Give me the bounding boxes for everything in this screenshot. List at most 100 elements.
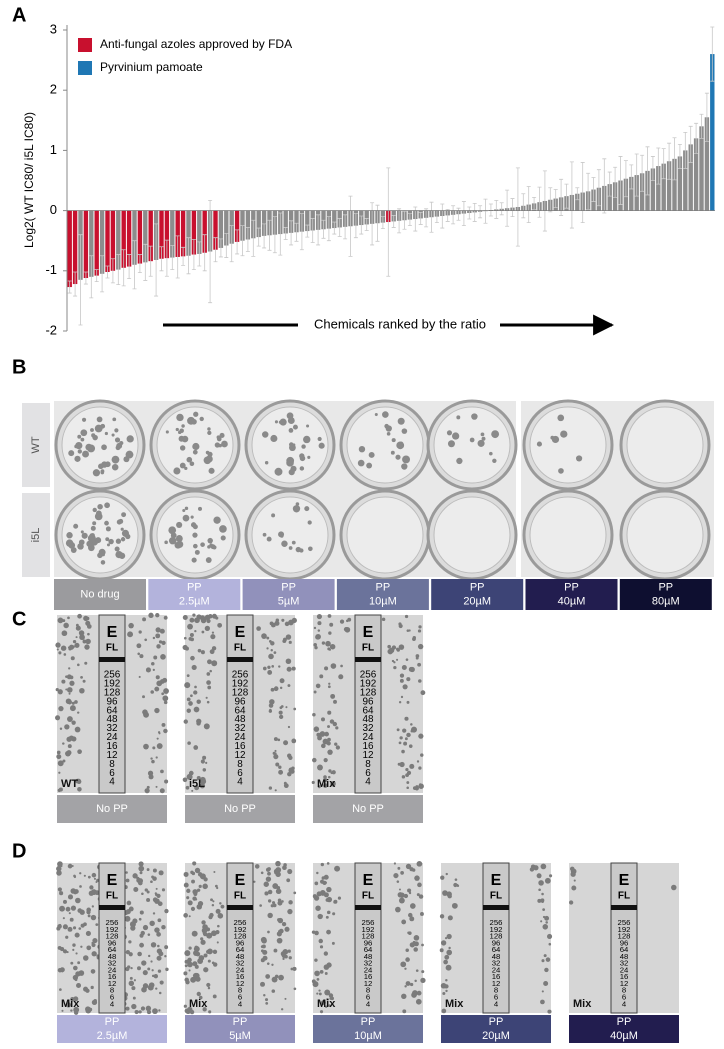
colony bbox=[77, 613, 82, 619]
colony bbox=[62, 759, 66, 763]
condition-name: No PP bbox=[224, 803, 256, 815]
colony bbox=[323, 775, 327, 779]
condition-name: No PP bbox=[96, 803, 128, 815]
colony bbox=[395, 454, 401, 460]
bar bbox=[639, 173, 645, 211]
colony bbox=[155, 785, 158, 788]
colony bbox=[327, 749, 333, 755]
strip-scale: 64 bbox=[492, 945, 501, 954]
colony bbox=[68, 667, 71, 670]
strip-scale: 192 bbox=[232, 679, 249, 690]
strip-scale: 16 bbox=[492, 972, 501, 981]
colony bbox=[59, 988, 62, 991]
colony bbox=[69, 675, 74, 680]
colony bbox=[557, 414, 565, 422]
bar bbox=[364, 210, 369, 225]
colony bbox=[218, 443, 222, 448]
colony bbox=[87, 534, 96, 543]
error-bar bbox=[110, 258, 115, 284]
strip-scale: 48 bbox=[362, 714, 374, 725]
colony bbox=[285, 658, 292, 665]
colony bbox=[65, 935, 69, 939]
colony bbox=[187, 961, 193, 968]
colony bbox=[157, 944, 160, 948]
colony bbox=[190, 655, 195, 661]
colony bbox=[287, 949, 291, 953]
colony bbox=[340, 664, 343, 668]
bar bbox=[261, 210, 267, 236]
condition-dose: 5µM bbox=[278, 595, 300, 607]
row-label-box bbox=[22, 403, 50, 487]
condition-name: No PP bbox=[352, 803, 384, 815]
colony bbox=[395, 906, 401, 913]
colony bbox=[315, 905, 321, 911]
colony bbox=[304, 506, 310, 512]
legend-label: Pyrvinium pamoate bbox=[100, 60, 203, 74]
condition-dose: 40µM bbox=[558, 595, 586, 607]
error-bar bbox=[532, 196, 537, 210]
colony bbox=[280, 705, 284, 708]
error-bar bbox=[505, 189, 510, 227]
colony bbox=[327, 710, 332, 715]
colony bbox=[56, 866, 62, 872]
strip-band bbox=[483, 905, 509, 910]
colony bbox=[330, 663, 337, 669]
colony bbox=[206, 982, 211, 988]
colony bbox=[101, 444, 107, 451]
colony bbox=[91, 941, 94, 945]
colony bbox=[151, 974, 155, 978]
colony bbox=[105, 526, 111, 532]
colony bbox=[111, 433, 115, 437]
colony bbox=[89, 885, 94, 890]
error-bar bbox=[370, 202, 375, 246]
colony bbox=[318, 992, 322, 996]
colony bbox=[152, 912, 156, 915]
panel-letter: C bbox=[12, 608, 26, 630]
colony bbox=[181, 424, 185, 428]
legend-swatch bbox=[78, 61, 92, 75]
condition-dose: 40µM bbox=[610, 1030, 638, 1042]
colony bbox=[491, 430, 500, 439]
strip-scale: 96 bbox=[236, 938, 245, 947]
strip-scale: 16 bbox=[364, 972, 373, 981]
colony bbox=[374, 413, 378, 417]
colony bbox=[317, 621, 322, 626]
error-bar bbox=[283, 227, 288, 240]
strip-scale: 96 bbox=[620, 938, 629, 947]
error-bar bbox=[240, 225, 245, 257]
strip-scale: 128 bbox=[490, 932, 503, 941]
colony bbox=[176, 521, 183, 528]
strain-label: Mix bbox=[445, 998, 464, 1010]
condition-dose: 2.5µM bbox=[179, 595, 210, 607]
colony bbox=[278, 710, 283, 715]
colony bbox=[128, 940, 132, 944]
colony bbox=[270, 434, 278, 442]
colony bbox=[393, 661, 396, 664]
colony bbox=[69, 917, 74, 922]
error-bar bbox=[137, 254, 142, 274]
bar bbox=[186, 210, 191, 256]
colony bbox=[271, 989, 276, 993]
colony bbox=[217, 913, 224, 919]
strip-scale: 4 bbox=[366, 999, 371, 1008]
strip-scale: 4 bbox=[365, 777, 371, 788]
colony bbox=[125, 1006, 130, 1011]
condition-dose: 2.5µM bbox=[97, 1030, 128, 1042]
colony bbox=[111, 455, 120, 464]
colony bbox=[205, 696, 208, 699]
colony bbox=[286, 412, 294, 420]
condition-box bbox=[185, 795, 295, 823]
strip-scale: 96 bbox=[364, 938, 373, 947]
colony bbox=[327, 685, 331, 689]
colony bbox=[219, 902, 222, 905]
colony bbox=[125, 966, 130, 972]
error-bar bbox=[256, 227, 261, 247]
strip-scale: 32 bbox=[362, 723, 374, 734]
colony bbox=[215, 908, 221, 914]
colony bbox=[396, 880, 400, 883]
error-bar bbox=[602, 158, 607, 214]
colony bbox=[446, 933, 452, 940]
colony bbox=[325, 915, 329, 919]
colony bbox=[326, 886, 332, 893]
colony bbox=[59, 905, 65, 912]
